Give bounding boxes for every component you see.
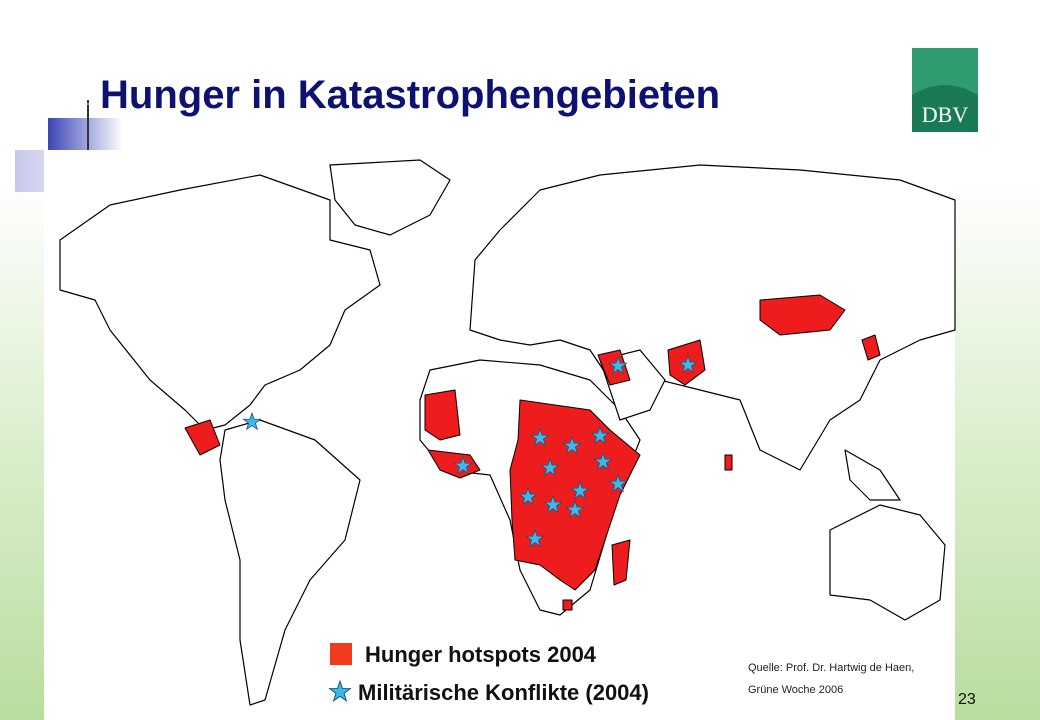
hotspot xyxy=(724,454,733,471)
hotspot xyxy=(562,599,573,611)
hotspot xyxy=(184,419,221,456)
hotspot xyxy=(509,399,641,591)
slide-title: Hunger in Katastrophengebieten xyxy=(100,73,720,117)
legend-swatch xyxy=(330,643,352,665)
page-number: 23 xyxy=(958,691,976,708)
legend-label: Hunger hotspots 2004 xyxy=(365,642,597,667)
logo-text: DBV xyxy=(922,102,969,127)
logo: DBV xyxy=(912,48,978,132)
decor-square xyxy=(48,118,123,150)
legend-label: Militärische Konflikte (2004) xyxy=(358,680,649,705)
source-text: Grüne Woche 2006 xyxy=(748,684,843,696)
hotspot xyxy=(861,334,881,361)
hotspot xyxy=(759,294,846,336)
world-map xyxy=(59,159,956,706)
source-text: Quelle: Prof. Dr. Hartwig de Haen, xyxy=(748,662,914,674)
hotspot xyxy=(611,539,631,586)
hotspot xyxy=(597,349,631,386)
hotspot xyxy=(424,389,461,441)
